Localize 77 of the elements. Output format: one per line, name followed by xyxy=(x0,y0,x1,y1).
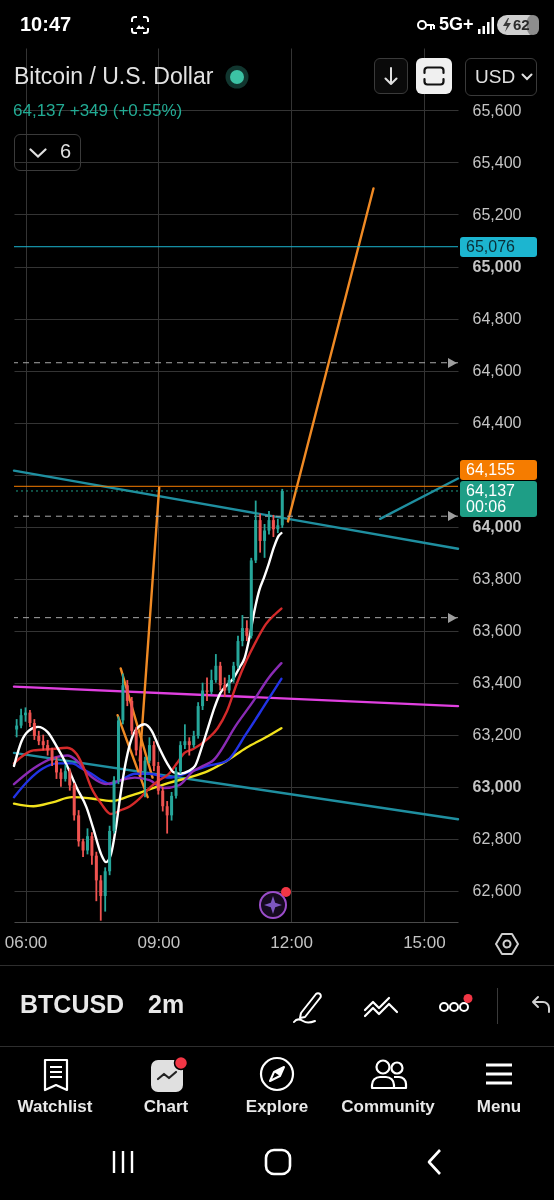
y-tick-label: 65,600 xyxy=(472,101,522,119)
y-tick-label: 64,000 xyxy=(472,518,522,536)
candlestick xyxy=(81,837,85,858)
y-tick-label: 64,400 xyxy=(472,414,522,432)
y-tick-label: 63,200 xyxy=(472,726,522,744)
y-tick-label: 63,600 xyxy=(472,622,522,640)
candlestick xyxy=(170,791,174,822)
y-tick-label: 65,200 xyxy=(472,205,522,223)
candlestick xyxy=(143,755,147,799)
candlestick xyxy=(187,736,191,757)
y-tick-label: 63,000 xyxy=(472,778,522,796)
text: Explore xyxy=(245,1097,309,1117)
candlestick xyxy=(205,676,209,702)
candlestick xyxy=(50,746,54,767)
candlestick xyxy=(19,707,23,730)
candlestick xyxy=(240,614,244,648)
text: Chart xyxy=(143,1097,189,1117)
y-tick-label: 62,600 xyxy=(472,882,522,900)
candlestick xyxy=(258,512,262,554)
line-series xyxy=(12,531,283,864)
y-tick-label: 63,800 xyxy=(472,570,522,588)
candlestick xyxy=(232,660,236,684)
candlestick xyxy=(245,619,249,642)
candlestick xyxy=(183,723,187,750)
candlestick xyxy=(90,831,94,866)
text: Menu xyxy=(476,1097,522,1117)
y-tick-label: 63,400 xyxy=(472,674,522,692)
y-tick-label: 65,400 xyxy=(472,153,522,171)
candlestick xyxy=(55,755,58,780)
x-tick-label: 12:00 xyxy=(270,932,313,952)
text: BTCUSD xyxy=(20,990,125,1019)
candlestick xyxy=(152,740,156,773)
ref-line-label: 65,076 xyxy=(466,237,515,255)
ref-line-label: 64,155 xyxy=(466,460,515,478)
candlestick xyxy=(68,767,72,792)
line-series xyxy=(12,677,283,799)
candlestick xyxy=(139,745,143,778)
candlestick xyxy=(59,767,63,788)
y-tick-label: 62,800 xyxy=(472,830,522,848)
candlestick xyxy=(227,673,231,694)
line-series xyxy=(12,607,283,816)
ref-line-label: 64,137 xyxy=(466,481,515,499)
candlestick xyxy=(201,681,205,711)
candlestick xyxy=(271,514,275,538)
candlestick xyxy=(161,785,165,813)
y-tick-label: 64,800 xyxy=(472,310,522,328)
text: 10:47 xyxy=(20,13,72,36)
y-tick-label: 64,600 xyxy=(472,362,522,380)
candlestick xyxy=(263,523,267,559)
y-tick-label: 65,000 xyxy=(472,258,522,275)
candlestick xyxy=(85,827,89,856)
x-tick-label: 06:00 xyxy=(4,932,48,952)
candlestick xyxy=(267,510,271,536)
candlestick xyxy=(218,660,222,692)
text: 5G+ xyxy=(439,14,474,35)
candlestick xyxy=(147,736,151,765)
candlestick xyxy=(134,726,138,757)
candlestick xyxy=(209,668,213,696)
x-tick-label: 15:00 xyxy=(403,932,446,952)
text: Community xyxy=(341,1097,435,1117)
candlestick xyxy=(99,874,103,922)
candlestick xyxy=(32,718,36,741)
text: Watchlist xyxy=(17,1097,93,1117)
text: 00:06 xyxy=(466,497,507,515)
candlestick xyxy=(15,718,19,739)
candlestick xyxy=(214,653,218,684)
line-series xyxy=(12,727,283,808)
text: Bitcoin / U.S. Dollar xyxy=(14,63,214,90)
candlestick xyxy=(165,800,169,835)
annotation: 6 xyxy=(60,140,72,163)
text: 62 xyxy=(513,16,530,34)
text: 2m xyxy=(148,990,185,1019)
candlestick xyxy=(223,676,227,698)
text: 64,137 +349 (+0.55%) xyxy=(13,101,183,121)
candlestick xyxy=(125,679,129,707)
x-tick-label: 09:00 xyxy=(137,932,181,952)
text: USD xyxy=(475,66,516,88)
